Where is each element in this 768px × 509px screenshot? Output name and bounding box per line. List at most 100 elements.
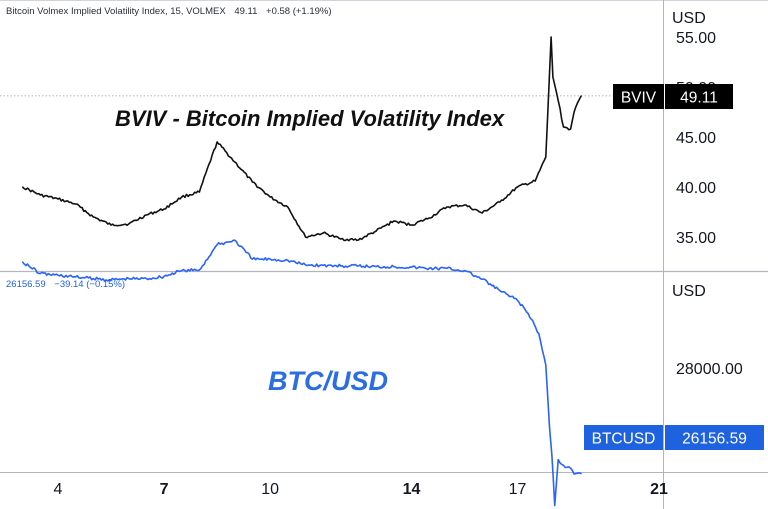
bviv-point [110, 224, 112, 226]
bviv-tag-value: 49.11 [680, 90, 718, 107]
time-tick-17: 17 [509, 481, 527, 498]
btc-usd-point [39, 272, 41, 275]
btc-usd-point [570, 467, 572, 469]
bviv-series [22, 36, 582, 242]
bviv-point [552, 76, 554, 78]
bviv-price-tick: 35.00 [676, 230, 716, 247]
bviv-price-tick: 55.00 [676, 30, 716, 47]
time-tick-21: 21 [650, 481, 668, 498]
bviv-point [57, 198, 59, 200]
bviv-point [410, 224, 413, 226]
btc-usd-point [322, 264, 324, 266]
btc-usd-point [340, 265, 342, 267]
bviv-point [234, 161, 236, 163]
bviv-point [550, 36, 552, 38]
btc-usd-line [21, 239, 582, 507]
btc-tag-value-box [665, 425, 764, 450]
btc-usd-point [375, 266, 377, 268]
bviv-point [562, 126, 565, 128]
bviv-point [216, 141, 218, 143]
bviv-point [463, 204, 466, 206]
btc-usd-point [580, 473, 582, 475]
btc-usd-point [251, 258, 253, 260]
btc-legend-change: −39.14 [54, 279, 84, 290]
bviv-point [251, 181, 253, 183]
bviv-point [145, 214, 147, 216]
btc-usd-point [75, 276, 77, 278]
bviv-point [357, 239, 360, 241]
btc-usd-point [128, 278, 130, 280]
bviv-point [181, 196, 183, 198]
bviv-legend[interactable]: Bitcoin Volmex Implied Volatility Index,… [6, 6, 332, 17]
bviv-point [481, 212, 483, 214]
btc-tag-value: 26156.59 [682, 431, 747, 448]
bviv-point [39, 194, 41, 196]
btc-tag-symbol: BTCUSD [592, 431, 656, 448]
bviv-price-tick: 45.00 [676, 130, 716, 147]
bviv-legend-change: +0.58 [266, 6, 291, 17]
btc-usd-point [548, 424, 551, 426]
btc-usd-point [92, 278, 94, 280]
time-axis[interactable]: 4 7 10 14 17 21 [54, 481, 668, 498]
btc-usd-point [538, 333, 540, 335]
bviv-price-tag: BVIV 49.11 [613, 84, 733, 109]
btc-price-tag: BTCUSD 26156.59 [584, 425, 764, 450]
btc-usd-point [163, 275, 165, 277]
btc-usd-point [181, 270, 183, 272]
time-tick-7: 7 [160, 481, 169, 498]
time-tick-14: 14 [403, 481, 421, 498]
time-tick-10: 10 [261, 481, 279, 498]
btc-usd-point [57, 274, 59, 276]
bviv-line [22, 36, 582, 242]
bviv-point [304, 236, 307, 238]
btc-usd-series [21, 239, 582, 507]
btc-legend-last: 26156.59 [6, 279, 46, 290]
bviv-point [22, 186, 24, 188]
btc-price-axis[interactable]: 28000.00 [676, 361, 743, 378]
bviv-point [269, 196, 271, 198]
btc-price-tick: 28000.00 [676, 361, 743, 378]
bviv-currency-label[interactable]: USD [672, 10, 706, 27]
btc-usd-point [545, 364, 547, 366]
bviv-point [446, 206, 448, 208]
bviv-point [75, 203, 77, 205]
btc-currency-label[interactable]: USD [672, 283, 706, 300]
bviv-point [499, 201, 501, 203]
btc-usd-point [198, 269, 200, 271]
btc-usd-point [393, 266, 395, 268]
btc-usd-point [110, 279, 112, 281]
btc-usd-point [481, 278, 483, 280]
bviv-point [428, 217, 430, 219]
btc-usd-point [145, 278, 147, 280]
time-tick-4: 4 [54, 481, 63, 498]
bviv-tag-symbol-box [613, 84, 664, 109]
bviv-tag-symbol: BVIV [621, 90, 657, 107]
bviv-legend-name: Bitcoin Volmex Implied Volatility Index,… [6, 6, 226, 17]
btc-usd-point [463, 270, 466, 272]
btc-usd-point [234, 239, 236, 241]
bviv-legend-last: 49.11 [234, 6, 258, 17]
bviv-legend-change-pct: (+1.19%) [292, 6, 332, 17]
bviv-point [198, 191, 200, 193]
btc-usd-point [216, 244, 218, 246]
btc-usd-point [516, 299, 519, 301]
bviv-price-tick: 40.00 [676, 180, 716, 197]
bviv-point [580, 95, 582, 97]
btc-legend[interactable]: 26156.59 −39.14 (−0.15%) [6, 279, 125, 290]
btc-usd-point [269, 258, 271, 260]
bviv-point [128, 223, 130, 225]
btc-tag-symbol-box [584, 425, 663, 450]
bviv-point [573, 111, 575, 113]
btc-usd-point [562, 464, 565, 466]
bviv-point [375, 230, 377, 232]
bviv-point [545, 156, 547, 158]
btc-usd-point [287, 259, 289, 261]
btc-usd-point [446, 267, 448, 269]
bviv-point [163, 208, 165, 210]
bviv-point [534, 180, 536, 182]
btc-usd-point [22, 261, 24, 263]
bviv-point [393, 220, 395, 222]
btc-usd-point [410, 266, 413, 268]
